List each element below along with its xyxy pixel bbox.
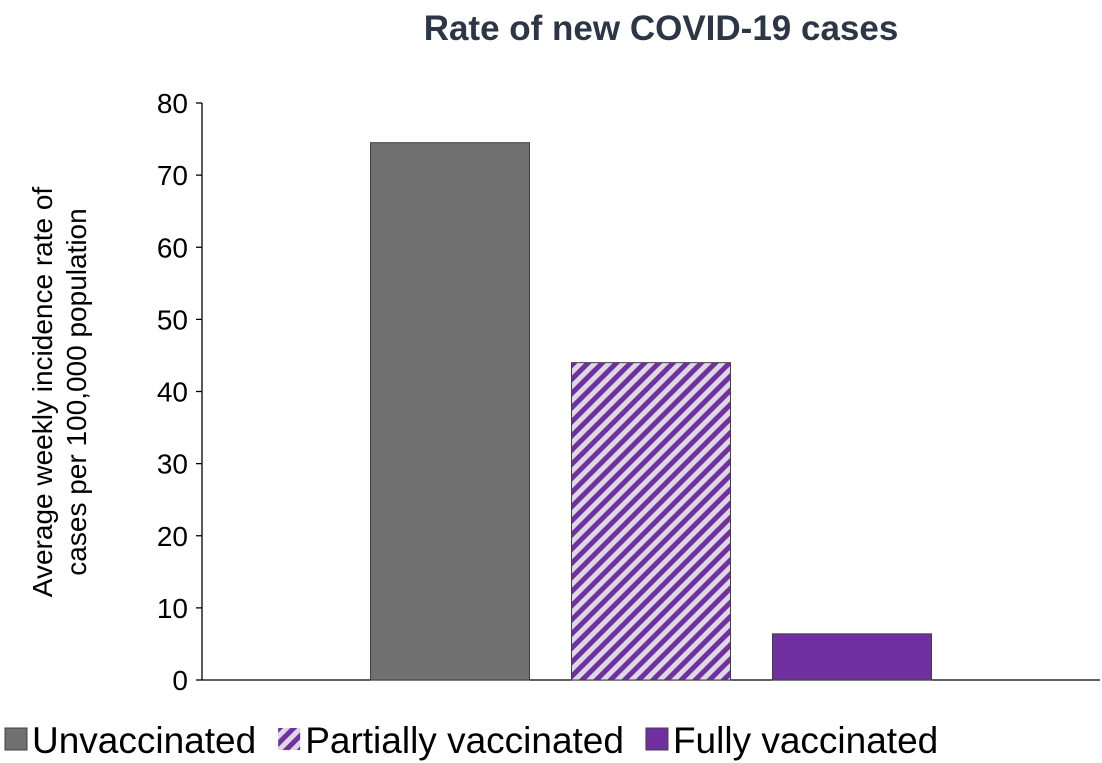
y-axis-label: Average weekly incidence rate of cases p… xyxy=(27,187,92,598)
legend-marker xyxy=(4,727,28,751)
y-tick-label: 80 xyxy=(157,88,188,119)
y-tick-label: 10 xyxy=(157,593,188,624)
bar xyxy=(772,633,932,681)
bar xyxy=(370,142,530,681)
y-tick-label: 0 xyxy=(172,665,188,696)
y-tick-label: 40 xyxy=(157,377,188,408)
y-tick-label: 70 xyxy=(157,160,188,191)
y-tick-label: 60 xyxy=(157,232,188,263)
bar xyxy=(571,362,731,681)
y-tick-label: 30 xyxy=(157,449,188,480)
legend-marker xyxy=(278,728,301,750)
legend-label: Fully vaccinated xyxy=(673,720,938,761)
y-tick-label: 20 xyxy=(157,521,188,552)
y-tick-label: 50 xyxy=(157,304,188,335)
y-axis-label-line: Average weekly incidence rate of xyxy=(27,187,58,598)
legend-label: Unvaccinated xyxy=(32,720,256,761)
legend-marker xyxy=(645,727,669,751)
chart-title: Rate of new COVID-19 cases xyxy=(424,9,899,48)
y-axis-label-line: cases per 100,000 population xyxy=(61,208,92,575)
legend-label: Partially vaccinated xyxy=(305,720,624,761)
